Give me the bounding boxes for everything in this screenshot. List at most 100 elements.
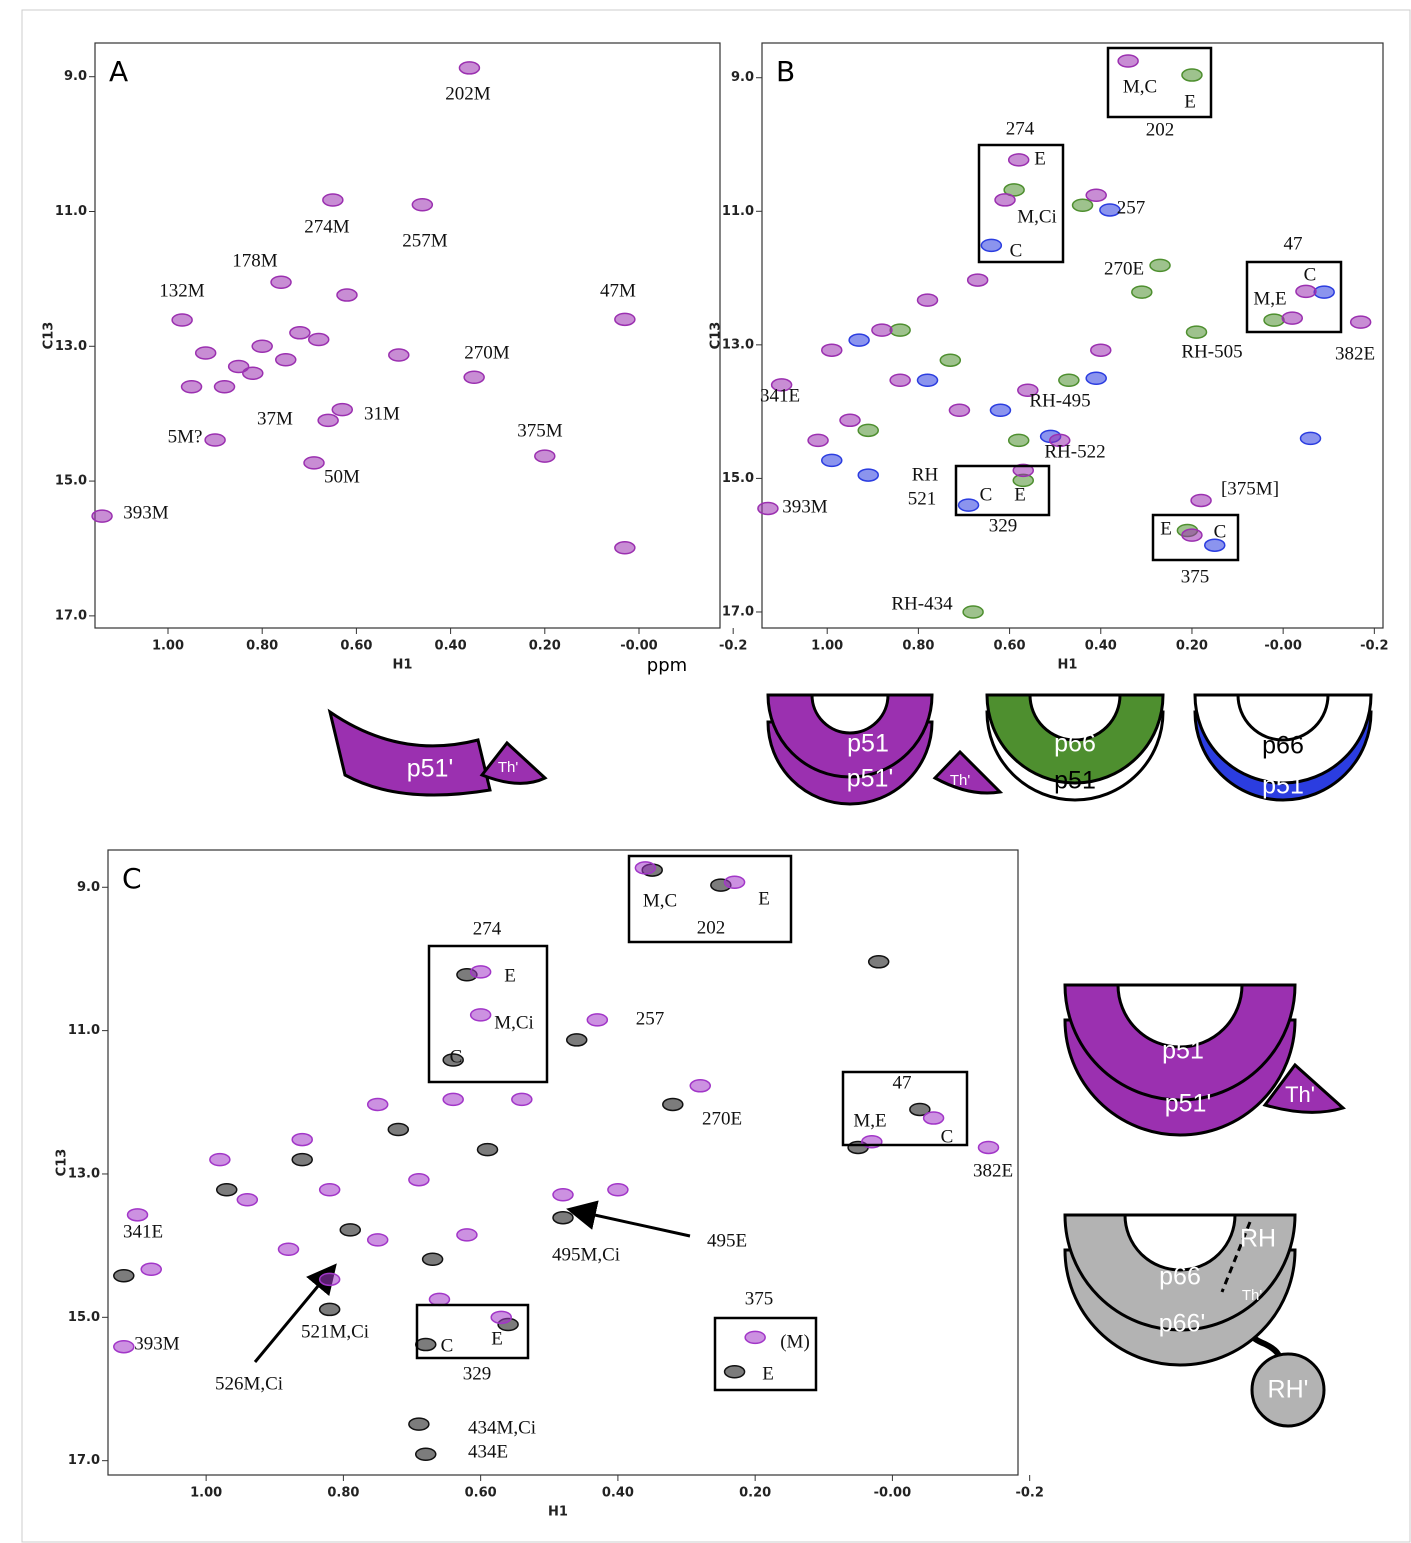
peak-label: 526M,Ci (215, 1373, 283, 1394)
peak-label: M,Ci (494, 1012, 534, 1033)
x-tick-label: 0.80 (246, 639, 278, 654)
peak (114, 1341, 134, 1353)
peak (471, 966, 491, 978)
peak-label: RH-495 (1029, 390, 1090, 411)
peak-label: 270E (702, 1108, 742, 1129)
x-tick-label: 1.00 (190, 1486, 222, 1501)
peak-label: 393M (123, 502, 169, 523)
peak (1132, 286, 1152, 298)
peak (1191, 494, 1211, 506)
peak-label: RH-522 (1044, 441, 1105, 462)
peak-label: C (1010, 240, 1023, 261)
peak (1150, 259, 1170, 271)
peak (872, 324, 892, 336)
peak-label: 37M (257, 408, 293, 429)
peak (1314, 286, 1334, 298)
peak-label: 270E (1104, 258, 1144, 279)
peak (1073, 199, 1093, 211)
x-axis-label: H1 (1058, 658, 1078, 673)
peak (141, 1263, 161, 1275)
peak (822, 344, 842, 356)
peak-label: C (450, 1046, 463, 1067)
cartoon-label: p51' (847, 765, 893, 793)
peak-label: 178M (232, 250, 278, 271)
peak-label: 202M (445, 83, 491, 104)
peak-label: E (504, 965, 516, 986)
peak (918, 374, 938, 386)
y-tick-label: 15.0 (68, 1310, 100, 1325)
peak (608, 1184, 628, 1196)
peak (890, 324, 910, 336)
cartoon-label: p66 (1262, 732, 1304, 760)
peak (512, 1093, 532, 1105)
cartoon-label: p51 (1162, 1037, 1204, 1065)
peak-label: C (1304, 264, 1317, 285)
x-axis-label: H1 (548, 1505, 568, 1520)
peak (337, 289, 357, 301)
peak (276, 354, 296, 366)
peak (1009, 154, 1029, 166)
peak (890, 374, 910, 386)
cartoon-label: Th' (1285, 1082, 1315, 1107)
x-tick-label: -0.2 (719, 639, 747, 654)
cartoon-label: p51' (1165, 1090, 1211, 1118)
peak (1009, 434, 1029, 446)
cartoon-label: Th' (950, 772, 971, 789)
page: p51' Th' p51 p51' Th' p66 p51 p66 p51 p5… (0, 0, 1411, 1543)
peak (1301, 432, 1321, 444)
peak (553, 1189, 573, 1201)
peak (924, 1112, 944, 1124)
peak (332, 404, 352, 416)
y-tick-label: 15.0 (55, 474, 87, 489)
peak (416, 1339, 436, 1351)
peak (278, 1243, 298, 1255)
peak (1118, 55, 1138, 67)
peak-label: RH-434 (891, 593, 953, 614)
peak (172, 314, 192, 326)
peak-label: 257M (402, 230, 448, 251)
peak (1296, 285, 1316, 297)
peak-label: 47M (600, 280, 636, 301)
y-tick-label: 17.0 (55, 608, 87, 623)
peak (243, 367, 263, 379)
peak (271, 276, 291, 288)
x-axis-label: H1 (393, 658, 413, 673)
peak (968, 274, 988, 286)
peak (858, 469, 878, 481)
x-tick-label: 0.40 (1085, 639, 1117, 654)
peak (340, 1224, 360, 1236)
peak-label: 329 (989, 515, 1018, 536)
peak (368, 1234, 388, 1246)
peak (535, 450, 555, 462)
peak-label: [375M] (1221, 478, 1279, 499)
cartoon-label: RH' (1268, 1376, 1309, 1404)
peak-label: 132M (159, 280, 205, 301)
cartoon-label: p51 (1262, 772, 1304, 800)
x-tick-label: 0.60 (994, 639, 1026, 654)
peak (210, 1154, 230, 1166)
peak-label: E (758, 888, 770, 909)
y-tick-label: 17.0 (68, 1453, 100, 1468)
peak (822, 454, 842, 466)
peak (128, 1209, 148, 1221)
peak (1264, 314, 1284, 326)
panel-label: B (776, 55, 795, 88)
peak-label: 257 (1117, 197, 1146, 218)
peak (981, 239, 1001, 251)
peak (615, 542, 635, 554)
peak (459, 62, 479, 74)
cartoon-label: RH (1240, 1225, 1276, 1253)
peak (995, 194, 1015, 206)
peak (290, 327, 310, 339)
y-tick-label: 15.0 (722, 471, 754, 486)
cartoon-label: p66' (1159, 1310, 1205, 1338)
cartoon-label: p51' (407, 755, 453, 783)
peak-label: C (980, 484, 993, 505)
cartoon-label: p66 (1054, 730, 1096, 758)
peak (663, 1098, 683, 1110)
peak-label: 375 (1181, 566, 1210, 587)
y-axis-label: C13 (55, 1149, 70, 1177)
y-tick-label: 9.0 (77, 880, 100, 895)
peak-label: 270M (464, 342, 510, 363)
peak (217, 1184, 237, 1196)
